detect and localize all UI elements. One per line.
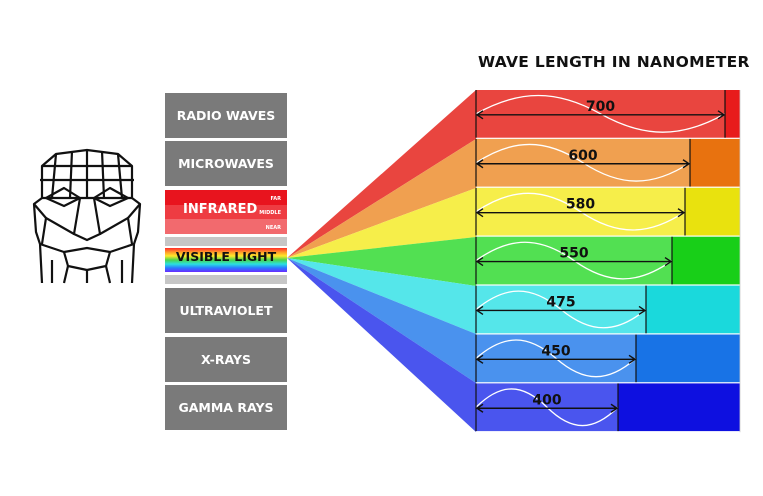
wavelength-label: 400 [532, 392, 561, 408]
wavelength-row-550: 550 [475, 236, 740, 285]
wavelength-row-700: 700 [475, 90, 740, 138]
wavelength-row-475: 475 [475, 285, 740, 334]
band-gamma-rays: GAMMA RAYS [165, 385, 287, 430]
ir-near-strip [165, 219, 287, 235]
wavelength-tail [646, 285, 740, 334]
wave-curve [475, 290, 647, 329]
measure-arrow-left [475, 305, 484, 316]
wavelength-label: 600 [568, 148, 597, 164]
measure-arrow-left [475, 403, 484, 413]
wavelength-label: 700 [586, 99, 615, 115]
measure-arrow-left [475, 208, 484, 218]
wavelength-row-580: 580 [475, 187, 740, 236]
band-microwaves: MICROWAVES [165, 141, 287, 186]
wavelength-row-450: 450 [475, 334, 740, 383]
measure-arrow-right [638, 305, 647, 316]
chart-title: WAVE LENGTH IN NANOMETER [478, 53, 750, 71]
measure-arrow-left [475, 256, 484, 267]
wavelength-tail [672, 236, 740, 285]
ir-near-label: NEAR [265, 225, 281, 231]
wave-curve [475, 241, 673, 280]
wavelength-tail [636, 334, 740, 383]
wavelength-tail [618, 383, 740, 432]
measure-arrow-right [610, 403, 619, 413]
wavelength-label: 550 [559, 246, 588, 262]
visible-gradient [165, 248, 287, 272]
wavelength-label: 580 [566, 197, 595, 213]
wavelength-tail [725, 90, 740, 138]
wavelength-label: 475 [546, 294, 575, 310]
band-visible-light: VISIBLE LIGHT [165, 237, 287, 284]
measure-arrow-right [682, 159, 691, 169]
face-wireframe-icon [32, 148, 142, 284]
measure-arrow-right [628, 354, 637, 364]
measure-arrow-right [717, 110, 726, 120]
ir-middle-strip [165, 204, 287, 220]
wave-curve [475, 94, 726, 133]
measure-arrow-left [475, 159, 484, 169]
measure-arrow-left [475, 354, 484, 364]
wavelength-label: 450 [541, 343, 570, 359]
wave-curve [475, 143, 691, 182]
measure-arrow-left [475, 110, 484, 120]
wave-curve [475, 339, 637, 378]
wavelength-tail [690, 138, 740, 187]
infrared-label: INFRARED [183, 202, 258, 217]
wavelength-row-600: 600 [475, 138, 740, 187]
measure-arrow-right [677, 208, 686, 218]
wavelength-tail [685, 187, 740, 236]
wave-curve [475, 192, 686, 231]
band-ultraviolet: ULTRAVIOLET [165, 288, 287, 333]
band-infrared: INFRARED FAR MIDDLE NEAR [165, 190, 287, 235]
ir-middle-label: MIDDLE [259, 210, 281, 216]
ir-far-strip [165, 190, 287, 205]
visible-light-label: VISIBLE LIGHT [175, 249, 277, 264]
band-x-rays: X-RAYS [165, 337, 287, 382]
band-radio-waves: RADIO WAVES [165, 93, 287, 138]
measure-arrow-right [664, 256, 673, 267]
wave-curve [475, 388, 619, 427]
wavelength-row-400: 400 [475, 383, 740, 432]
ir-far-label: FAR [270, 196, 281, 202]
